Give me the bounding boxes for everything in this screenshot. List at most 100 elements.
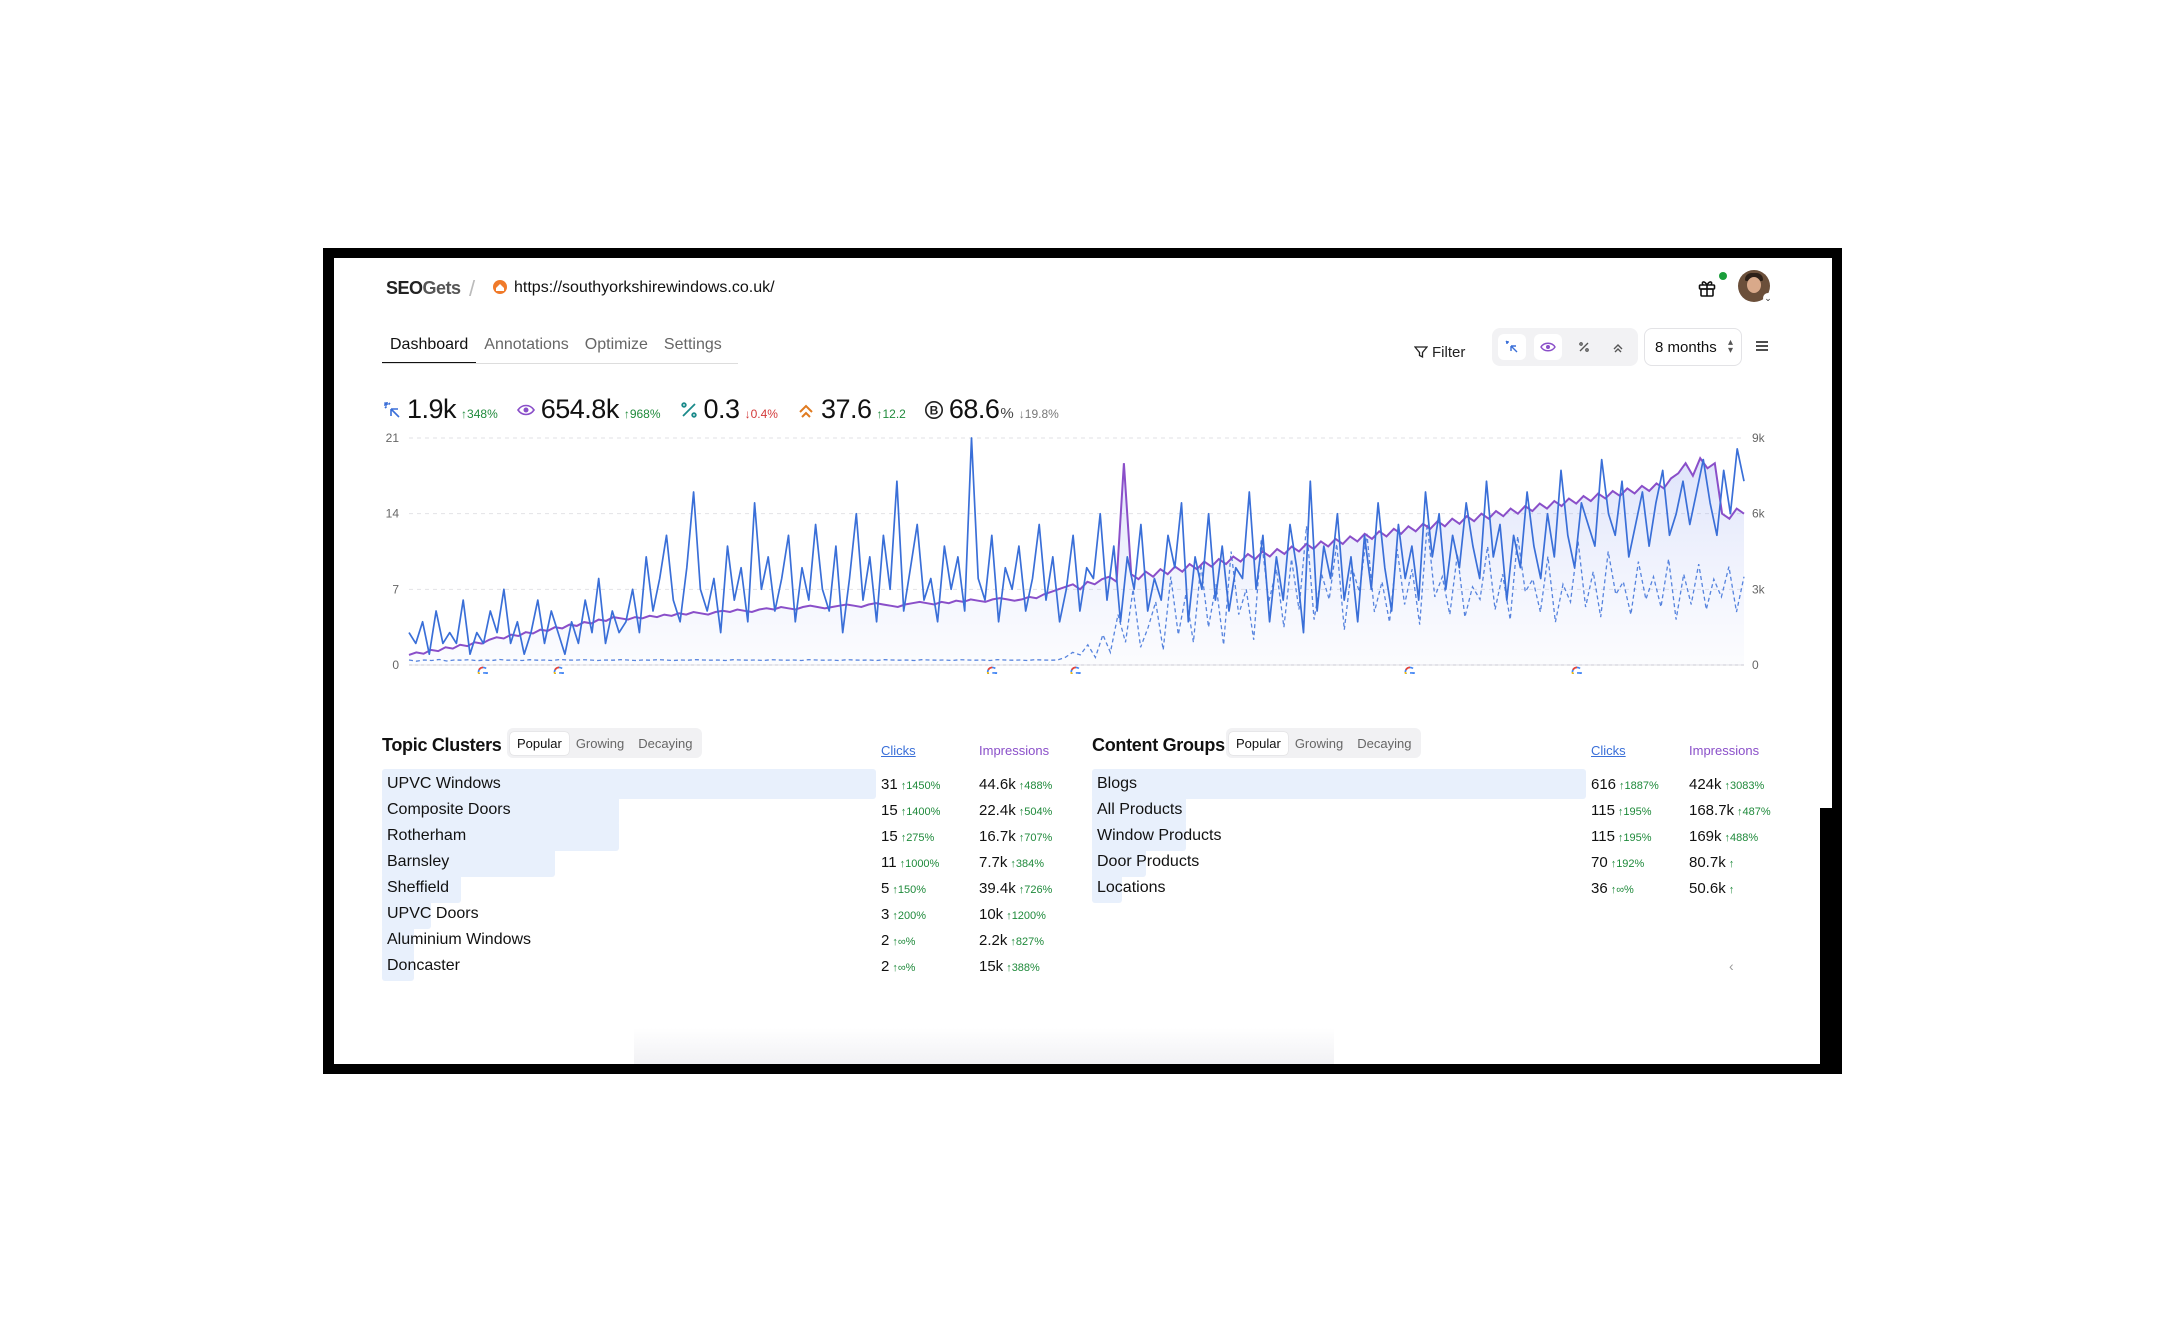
seogets-logo[interactable]: SEOGets [386, 278, 461, 299]
position-toggle[interactable] [1604, 334, 1632, 360]
content-group-row[interactable]: Window Products 115 ↑195% 169k ↑488% [1092, 821, 1799, 851]
ctr-toggle[interactable] [1570, 334, 1598, 360]
stats-row: 1.9k ↑348% 654.8k ↑968% 0.3 ↓0.4% 37.6 ↑… [382, 394, 1077, 425]
content-groups-title: Content Groups [1092, 735, 1225, 755]
topic-cluster-name: UPVC Doors [387, 905, 479, 922]
stat-ctr[interactable]: 0.3 ↓0.4% [679, 394, 778, 425]
stat-impressions[interactable]: 654.8k ↑968% [516, 394, 661, 425]
topic-cluster-row[interactable]: Doncaster 2 ↑∞% 15k ↑388% [382, 951, 1089, 981]
stat-clicks-value: 1.9k [407, 394, 457, 424]
topic-cluster-impressions: 10k ↑1200% [979, 906, 1046, 923]
topic-cluster-row[interactable]: Rotherham 15 ↑275% 16.7k ↑707% [382, 821, 1089, 851]
frame-edge [1820, 808, 1832, 1064]
content-tab-decaying[interactable]: Decaying [1357, 735, 1412, 751]
content-group-name: Blogs [1097, 775, 1138, 792]
stat-ctr-delta: ↓0.4% [744, 407, 778, 421]
x-tick-label: Apr 11 [1142, 672, 1177, 674]
content-group-impressions: 424k ↑3083% [1689, 776, 1765, 793]
topic-col-impressions[interactable]: Impressions [979, 743, 1050, 758]
content-group-row[interactable]: Blogs 616 ↑1887% 424k ↑3083% [1092, 769, 1799, 799]
content-group-row[interactable]: Locations 36 ↑∞% 50.6k ↑ [1092, 873, 1799, 903]
content-tab-growing[interactable]: Growing [1294, 735, 1344, 751]
impressions-toggle[interactable] [1534, 334, 1562, 360]
bottom-shadow [634, 1028, 1334, 1064]
updown-chevron-icon: ▴ ▾ [1727, 337, 1733, 356]
x-tick-label: Jun 11 [1476, 672, 1511, 674]
topic-cluster-row[interactable]: UPVC Windows 31 ↑1450% 44.6k ↑488% [382, 769, 1089, 799]
topic-cluster-share-bar [382, 821, 620, 851]
series-line-clicks [408, 437, 1745, 656]
clicks-icon [1505, 340, 1518, 353]
tab-dashboard[interactable]: Dashboard [382, 334, 477, 364]
pager-chevron-icon[interactable]: ‹ [1729, 958, 1734, 974]
site-url[interactable]: https://southyorkshirewindows.co.uk/ [514, 279, 775, 296]
topic-cluster-impressions: 16.7k ↑707% [979, 828, 1053, 845]
topic-cluster-clicks: 15 ↑1400% [881, 802, 941, 819]
filter-button[interactable]: Filter [1414, 340, 1465, 364]
content-group-row[interactable]: All Products 115 ↑195% 168.7k ↑487% [1092, 795, 1799, 825]
clicks-toggle[interactable] [1498, 334, 1526, 360]
topic-cluster-impressions: 22.4k ↑504% [979, 802, 1053, 819]
content-group-row[interactable]: Door Products 70 ↑192% 80.7k ↑ [1092, 847, 1799, 877]
content-col-clicks[interactable]: Clicks [1591, 743, 1626, 758]
content-tab-popular[interactable]: Popular [1229, 731, 1288, 755]
topic-cluster-clicks: 11 ↑1000% [881, 854, 940, 871]
topic-cluster-impressions: 44.6k ↑488% [979, 776, 1053, 793]
topic-cluster-impressions: 15k ↑388% [979, 958, 1040, 975]
tab-optimize[interactable]: Optimize [584, 336, 648, 353]
topic-cluster-row[interactable]: Composite Doors 15 ↑1400% 22.4k ↑504% [382, 795, 1089, 825]
topic-cluster-name: Sheffield [387, 879, 449, 896]
google-update-marker [553, 666, 565, 674]
gift-icon[interactable] [1697, 278, 1717, 298]
topic-tab-decaying[interactable]: Decaying [638, 735, 693, 751]
topic-cluster-impressions: 7.7k ↑384% [979, 854, 1044, 871]
tab-settings[interactable]: Settings [663, 336, 722, 353]
y-right-tick: 0 [1752, 658, 1759, 672]
stat-brand-unit: % [1000, 405, 1014, 422]
google-update-marker [1404, 666, 1416, 674]
content-group-name: Window Products [1097, 827, 1222, 844]
content-col-impressions[interactable]: Impressions [1689, 743, 1760, 758]
google-update-marker [1571, 666, 1583, 674]
stat-brand[interactable]: B 68.6 % ↓19.8% [924, 394, 1059, 425]
content-group-impressions: 80.7k ↑ [1689, 854, 1735, 871]
topic-tab-popular[interactable]: Popular [510, 731, 569, 755]
content-group-impressions: 168.7k ↑487% [1689, 802, 1771, 819]
topic-cluster-row[interactable]: Aluminium Windows 2 ↑∞% 2.2k ↑827% [382, 925, 1089, 955]
stat-clicks[interactable]: 1.9k ↑348% [382, 394, 498, 425]
content-group-share-bar [1092, 769, 1586, 799]
topic-clusters-subtabs: Popular Growing Decaying [507, 728, 703, 758]
date-range-select[interactable]: 8 months ▴ ▾ [1644, 328, 1742, 366]
content-group-share-bar [1092, 795, 1186, 825]
menu-icon[interactable] [1754, 338, 1770, 354]
x-tick-label: Dec 25 [556, 672, 594, 674]
clicks-icon [383, 401, 400, 418]
content-group-clicks: 616 ↑1887% [1591, 776, 1659, 793]
google-update-marker [1070, 666, 1081, 674]
topic-clusters-title: Topic Clusters [382, 735, 502, 755]
topic-cluster-share-bar [382, 769, 876, 799]
topic-cluster-share-bar [382, 951, 415, 981]
topic-cluster-clicks: 2 ↑∞% [881, 958, 916, 975]
eye-icon [1540, 342, 1556, 352]
stat-position-delta: ↑12.2 [876, 407, 906, 421]
content-group-name: Locations [1097, 879, 1166, 896]
topic-tab-growing[interactable]: Growing [575, 735, 625, 751]
topic-cluster-row[interactable]: Sheffield 5 ↑150% 39.4k ↑726% [382, 873, 1089, 903]
topic-cluster-row[interactable]: Barnsley 11 ↑1000% 7.7k ↑384% [382, 847, 1089, 877]
stat-position[interactable]: 37.6 ↑12.2 [796, 394, 906, 425]
topic-cluster-clicks: 15 ↑275% [881, 828, 935, 845]
x-tick-label: Jul 11 [1645, 672, 1676, 674]
site-favicon-icon [493, 280, 507, 294]
tab-annotations[interactable]: Annotations [484, 336, 569, 353]
stat-brand-delta: ↓19.8% [1018, 407, 1059, 421]
eye-icon [516, 404, 535, 415]
topic-cluster-row[interactable]: UPVC Doors 3 ↑200% 10k ↑1200% [382, 899, 1089, 929]
y-left-tick: 0 [392, 658, 399, 672]
x-tick-label: Apr 26 [1225, 672, 1261, 674]
svg-text:B: B [930, 403, 939, 417]
performance-chart[interactable]: 0 7 14 21 0 3k 6k 9k Dec 9 Dec 25 Jan 10 Jan 25 Feb … [374, 428, 1794, 674]
stat-brand-value: 68.6 [948, 394, 1000, 424]
content-group-impressions: 50.6k ↑ [1689, 880, 1735, 897]
topic-col-clicks[interactable]: Clicks [881, 743, 916, 758]
